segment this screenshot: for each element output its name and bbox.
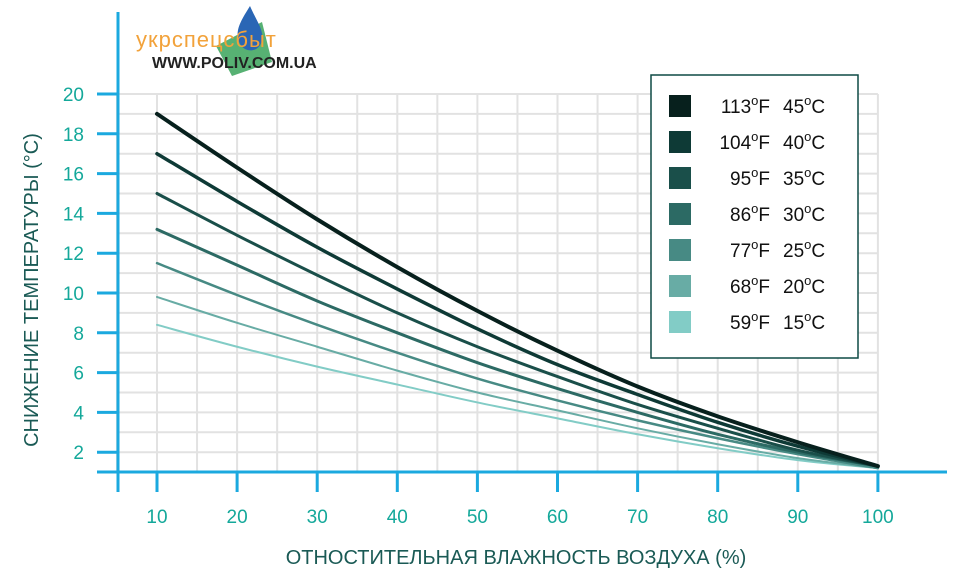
logo: укрспецсбыт WWW.POLIV.COM.UA xyxy=(136,6,317,76)
y-tick-label: 2 xyxy=(73,443,84,464)
series-line-35c xyxy=(155,192,880,468)
x-tick-label: 30 xyxy=(307,507,328,528)
legend-label-f: 59oF xyxy=(730,309,770,334)
legend-label-c: 20oC xyxy=(783,273,825,298)
legend-label-f: 77oF xyxy=(730,237,770,262)
legend-swatch-35c xyxy=(669,167,691,189)
legend-label-f: 113oF xyxy=(721,93,770,118)
legend-swatch-20c xyxy=(669,275,691,297)
logo-text: укрспецсбыт xyxy=(136,27,277,52)
y-tick-label: 16 xyxy=(63,165,84,186)
legend-label-c: 15oC xyxy=(783,309,825,334)
y-tick-label: 10 xyxy=(63,284,84,305)
legend-label-f: 95oF xyxy=(730,165,770,190)
series-line-45c xyxy=(155,111,880,469)
series-line-15c xyxy=(156,323,879,470)
logo-drop-blue-icon xyxy=(237,6,263,51)
series-line-40c xyxy=(155,151,880,468)
x-tick-label: 40 xyxy=(387,507,408,528)
legend-swatch-40c xyxy=(669,131,691,153)
y-tick-label: 6 xyxy=(73,364,84,385)
legend-label-c: 35oC xyxy=(783,165,825,190)
y-tick-label: 20 xyxy=(63,85,84,106)
y-axis-title: СНИЖЕНИЕ ТЕМПЕРАТУРЫ (°C) xyxy=(21,133,43,447)
series-line-25c xyxy=(155,261,880,470)
legend-swatch-25c xyxy=(669,239,691,261)
legend-label-c: 25oC xyxy=(783,237,825,262)
legend: 113oF 45oC 104oF 40oC 95oF 35oC 86oF 30oC 77oF 25… xyxy=(650,74,859,359)
y-tick-label: 4 xyxy=(73,403,84,424)
x-axis-title: ОТНОСТИТЕЛЬНАЯ ВЛАЖНОСТЬ ВОЗДУХА (%) xyxy=(286,547,747,569)
legend-label-f: 86oF xyxy=(730,201,770,226)
y-tick-label: 18 xyxy=(63,125,84,146)
legend-swatch-30c xyxy=(669,203,691,225)
series-line-20c xyxy=(156,295,879,470)
axes xyxy=(97,12,947,492)
legend-label-f: 68oF xyxy=(730,273,770,298)
y-tick-label: 8 xyxy=(73,324,84,345)
x-tick-label: 10 xyxy=(146,507,167,528)
x-tick-label: 90 xyxy=(787,507,808,528)
legend-label-c: 45oC xyxy=(783,93,825,118)
x-tick-labels: 10 20 30 40 50 60 70 80 90 100 xyxy=(146,507,893,528)
series-lines xyxy=(155,111,880,470)
x-tick-label: 20 xyxy=(227,507,248,528)
x-tick-label: 50 xyxy=(467,507,488,528)
series-line-30c xyxy=(155,227,880,468)
y-tick-labels: 2 4 6 8 10 12 14 16 18 20 xyxy=(63,85,85,464)
y-tick-label: 14 xyxy=(63,204,85,225)
x-tick-label: 100 xyxy=(862,507,894,528)
logo-url: WWW.POLIV.COM.UA xyxy=(152,55,317,72)
legend-label-f: 104oF xyxy=(719,129,770,154)
legend-swatch-15c xyxy=(669,311,691,333)
legend-swatch-45c xyxy=(669,95,691,117)
y-tick-label: 12 xyxy=(63,244,84,265)
legend-label-c: 40oC xyxy=(783,129,825,154)
legend-label-c: 30oC xyxy=(783,201,825,226)
x-tick-label: 80 xyxy=(707,507,728,528)
x-tick-label: 60 xyxy=(547,507,568,528)
x-tick-label: 70 xyxy=(627,507,648,528)
